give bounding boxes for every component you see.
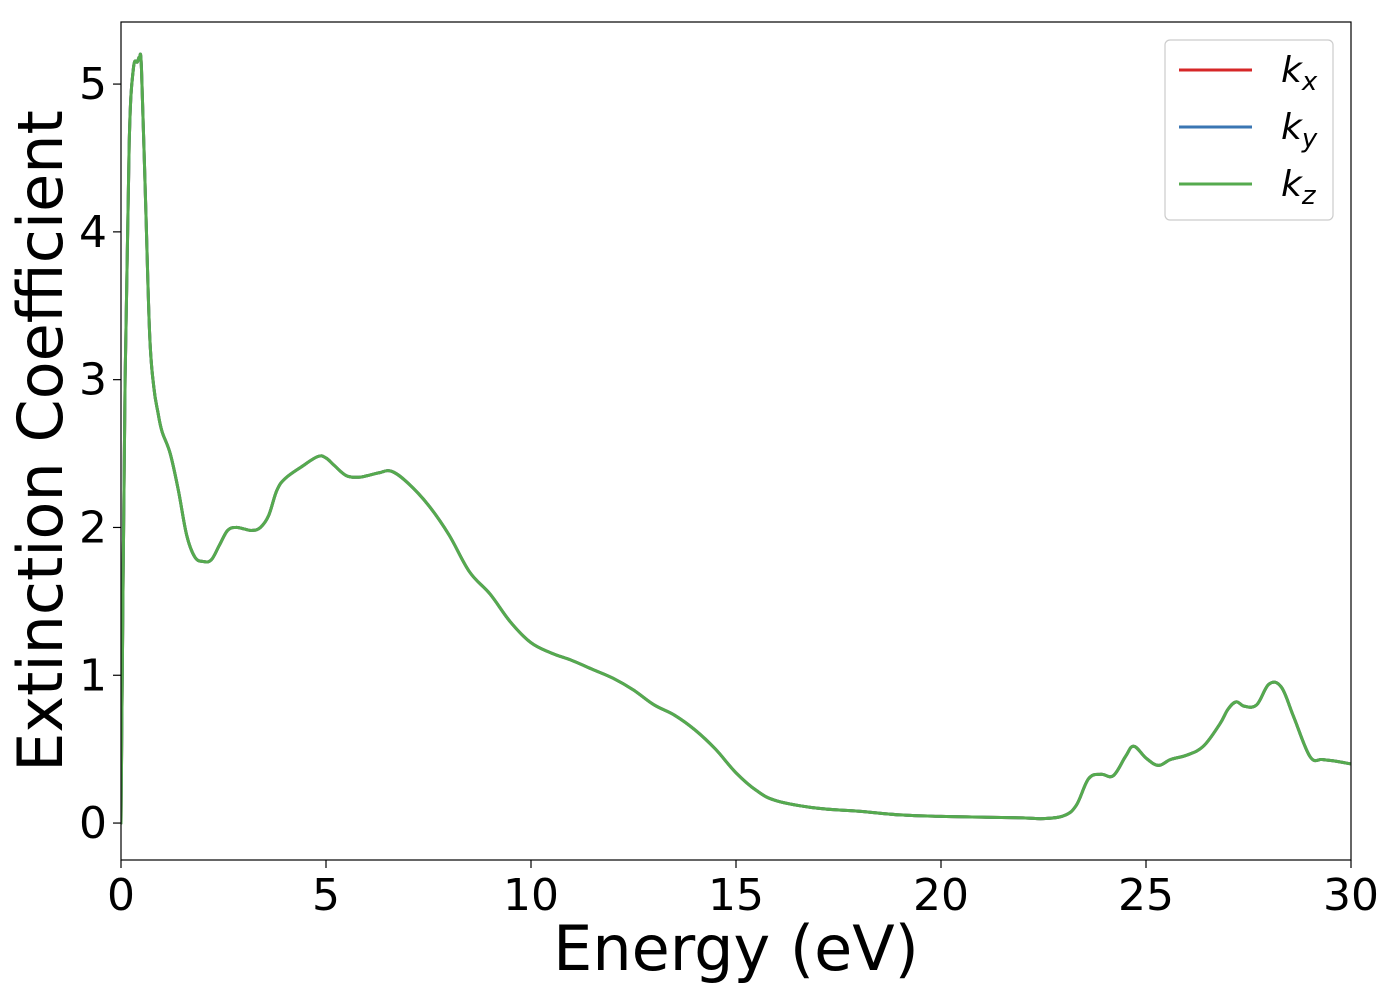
x-tick-label: 15	[708, 870, 764, 921]
legend-label-kz: kz	[1281, 164, 1317, 211]
plot-area-frame	[120, 21, 1352, 861]
x-tick-label: 20	[913, 870, 969, 921]
y-tick-label: 2	[79, 502, 107, 553]
x-tick-label: 25	[1118, 870, 1174, 921]
x-axis-label: Energy (eV)	[553, 912, 919, 985]
axis-ticks-layer: 0 5 10 15 20 25 30 0 1 2 3 4 5	[79, 59, 1379, 921]
legend-box	[1164, 39, 1334, 221]
x-tick-label: 5	[312, 870, 340, 921]
x-tick-label: 10	[503, 870, 559, 921]
legend-label-kx: kx	[1281, 50, 1318, 97]
x-tick-label: 0	[107, 870, 135, 921]
legend-label-ky: ky	[1281, 107, 1318, 154]
series-lines-layer	[121, 52, 1351, 825]
series-line-kz	[121, 52, 1351, 825]
y-tick-label: 0	[79, 798, 107, 849]
legend: kx ky kz	[1164, 39, 1334, 221]
y-tick-label: 5	[79, 59, 107, 110]
y-tick-label: 3	[79, 355, 107, 406]
y-tick-label: 4	[79, 207, 107, 258]
y-axis-label: Extinction Coefficient	[4, 110, 77, 772]
y-tick-label: 1	[79, 650, 107, 701]
x-tick-label: 30	[1323, 870, 1379, 921]
